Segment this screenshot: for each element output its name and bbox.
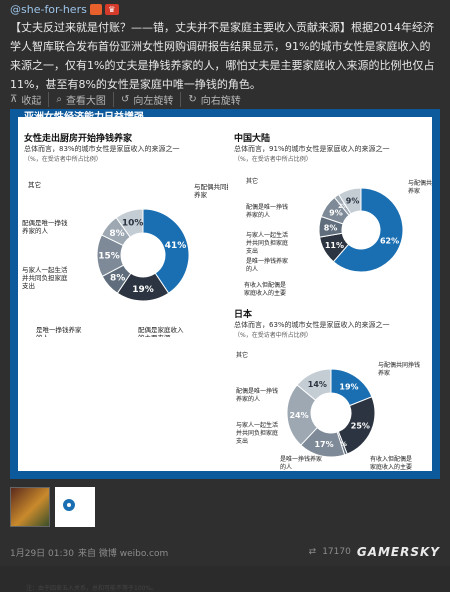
footer-actions: ⇄ 17170 GAMERSKY — [309, 545, 440, 559]
username-link[interactable]: @she-for-hers — [10, 3, 87, 16]
donut-chart-overall: 41% 与配偶共同挣钱养家 19% 配偶是家庭收入的主要来源 8% 是唯一挣钱养家的人 15… — [22, 180, 228, 337]
slice-value-label: 14% — [308, 380, 327, 389]
slice-category-label: 是唯一挣钱养家的人 — [36, 325, 82, 337]
donut-slice — [115, 208, 144, 238]
chart-title: 日本 — [234, 310, 253, 320]
slice-value-label: 10% — [122, 219, 144, 229]
slice-category-label: 其它 — [236, 351, 248, 359]
slice-category-label: 与配偶共同挣钱养家 — [194, 182, 228, 199]
verified-badge-icon — [89, 4, 102, 15]
post-source[interactable]: 来自 微博 weibo.com — [77, 548, 169, 559]
donut-chart-japan: 19% 与配偶共同挣钱养家 25% 有收入但配偶是家庭收入的主要来源 1% 是唯一挣钱养家… — [236, 351, 420, 471]
donut-slice — [296, 368, 332, 401]
rotate-left-button[interactable]: ↺ 向左旋转 — [114, 91, 182, 107]
thumbnail-2[interactable] — [55, 487, 95, 527]
infographic-footnote: 注：由于四舍五入关系，总和可能不等于100%。 — [26, 585, 158, 592]
chart-subtitle: 总体而言，91%的城市女性是家庭收入的来源之一 — [234, 145, 390, 153]
chart-title: 女性走出厨房开始挣钱养家 — [24, 134, 133, 144]
slice-category-label: 配偶是唯一挣钱养家的人 — [22, 218, 68, 235]
donut-chart-china: 62% 与配偶共同挣钱养家 11% 有收入但配偶是家庭收入的主要来源 8% 是唯一挣钱养家… — [244, 177, 432, 297]
infographic-image[interactable]: 亚洲女性经济能力日益增强 女性走出厨房开始挣钱养家 总体而言，83%的城市女性是… — [10, 109, 440, 592]
slice-category-label: 有收入但配偶是家庭收入的主要来源 — [370, 455, 412, 471]
chart-note: （%，在受访者中所占比例） — [24, 156, 102, 163]
collapse-button[interactable]: ⊼ 收起 — [10, 91, 50, 107]
infographic-body: 女性走出厨房开始挣钱养家 总体而言，83%的城市女性是家庭收入的来源之一 （%，… — [18, 117, 432, 592]
slice-value-label: 17% — [314, 440, 333, 449]
slice-value-label: 25% — [351, 422, 370, 431]
donut-slice — [332, 187, 404, 273]
slice-value-label: 9% — [346, 197, 360, 206]
rotate-left-icon: ↺ — [120, 93, 130, 105]
thumbnail-strip — [10, 487, 95, 527]
slice-category-label: 与配偶共同挣钱养家 — [378, 361, 420, 377]
view-large-button[interactable]: ⌕ 查看大图 — [49, 91, 114, 107]
image-toolbar: ⊼ 收起 ⌕ 查看大图 ↺ 向左旋转 ↻ 向右旋转 — [10, 90, 440, 108]
slice-value-label: 62% — [380, 237, 399, 246]
post-footer: 1月29日 01:30 来自 微博 weibo.com ⇄ 17170 GAME… — [10, 545, 440, 559]
slice-category-label: 与家人一起生活并共同负担家庭支出 — [236, 421, 278, 445]
slice-value-label: 8% — [109, 229, 124, 239]
slice-category-label: 与家人一起生活并共同负担家庭支出 — [22, 265, 68, 290]
slice-value-label: 24% — [289, 411, 308, 420]
slice-category-label: 配偶是唯一挣钱养家的人 — [246, 203, 288, 219]
slice-value-label: 1% — [337, 441, 347, 448]
chart-title: 中国大陆 — [234, 134, 271, 144]
chart-subtitle: 总体而言，63%的城市女性是家庭收入的来源之一 — [234, 321, 390, 329]
slice-category-label: 是唯一挣钱养家的人 — [280, 455, 322, 471]
repost-icon[interactable]: ⇄ — [308, 547, 317, 557]
user-line: @she-for-hers ♛ — [10, 3, 119, 16]
post-time[interactable]: 1月29日 01:30 — [10, 548, 74, 559]
slice-category-label: 其它 — [28, 180, 41, 189]
thumbnail-1[interactable] — [10, 487, 50, 527]
slice-value-label: 9% — [329, 209, 343, 218]
slice-value-label: 41% — [165, 241, 187, 251]
rotate-right-icon: ↻ — [188, 93, 197, 105]
chart-panel-japan: 日本 总体而言，63%的城市女性是家庭收入的来源之一 （%，在受访者中所占比例） — [234, 307, 429, 339]
post-text: 【丈夫反过来就是付账？——错，丈夫并不是家庭主要收入贡献来源】根据2014年经济… — [10, 21, 435, 91]
slice-value-label: 8% — [324, 224, 338, 233]
chart-note: （%，在受访者中所占比例） — [234, 156, 312, 163]
donut-slice — [142, 208, 190, 294]
slice-value-label: 15% — [98, 252, 120, 262]
magnify-icon: ⌕ — [56, 93, 62, 105]
chart-panel-china: 中国大陆 总体而言，91%的城市女性是家庭收入的来源之一 （%，在受访者中所占比… — [234, 131, 429, 163]
chart-subtitle: 总体而言，83%的城市女性是家庭收入的来源之一 — [24, 145, 180, 153]
collapse-icon: ⊼ — [10, 93, 18, 105]
chart-panel-overall: 女性走出厨房开始挣钱养家 总体而言，83%的城市女性是家庭收入的来源之一 （%，… — [24, 131, 224, 163]
slice-value-label: 2% — [338, 203, 348, 210]
slice-value-label: 19% — [339, 383, 358, 392]
slice-category-label: 配偶是唯一挣钱养家的人 — [236, 387, 278, 403]
slice-category-label: 配偶是家庭收入的主要来源 — [138, 325, 184, 337]
slice-category-label: 与配偶共同挣钱养家 — [408, 179, 432, 195]
slice-value-label: 8% — [110, 274, 125, 284]
slice-category-label: 有收入但配偶是家庭收入的主要来源 — [244, 281, 286, 297]
weibo-post-card: @she-for-hers ♛ 【丈夫反过来就是付账？——错，丈夫并不是家庭主要… — [10, 3, 440, 592]
slice-category-label: 与家人一起生活并共同负担家庭支出 — [246, 231, 288, 255]
slice-category-label: 是唯一挣钱养家的人 — [246, 257, 288, 273]
slice-value-label: 11% — [325, 241, 344, 250]
chart-note: （%，在受访者中所占比例） — [234, 332, 312, 339]
slice-value-label: 19% — [132, 285, 154, 295]
slice-category-label: 其它 — [246, 177, 258, 185]
vip-badge-icon: ♛ — [104, 4, 119, 15]
watermark-logo: GAMERSKY — [356, 545, 440, 559]
repost-count: 17170 — [322, 547, 351, 557]
rotate-right-button[interactable]: ↻ 向右旋转 — [188, 93, 241, 107]
donut-slice — [338, 187, 362, 215]
